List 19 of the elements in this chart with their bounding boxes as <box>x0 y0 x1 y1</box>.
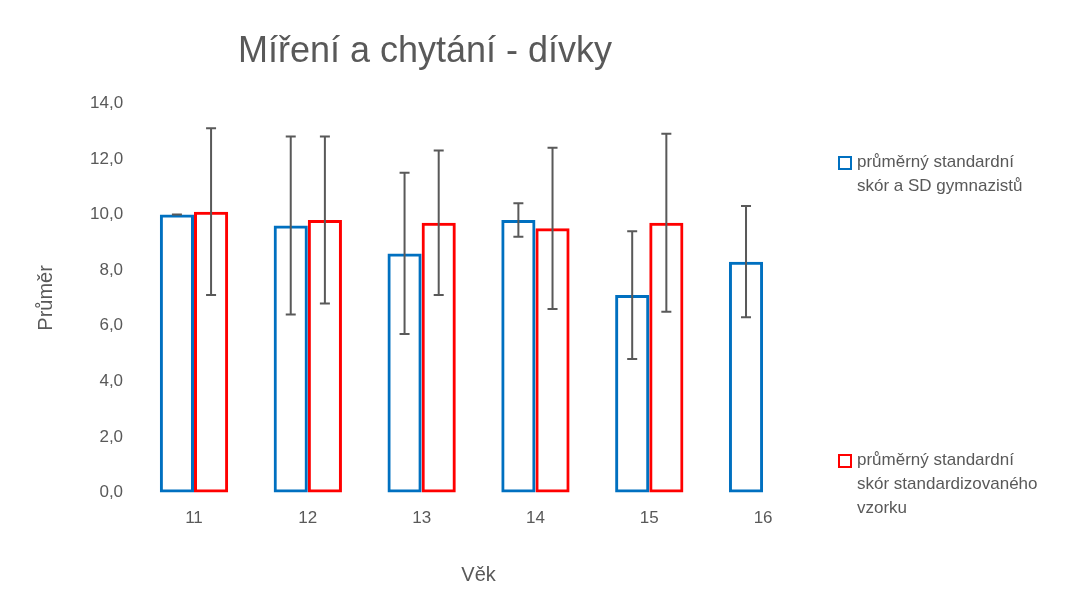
x-tick-label: 16 <box>753 508 773 528</box>
y-tick-label: 4,0 <box>99 371 124 391</box>
y-tick-label: 12,0 <box>89 148 124 168</box>
x-tick-label: 11 <box>185 508 203 528</box>
x-tick-label: 15 <box>639 508 659 528</box>
y-tick-label: 14,0 <box>89 92 124 112</box>
y-axis-title: Průměr <box>33 264 56 331</box>
chart-title: Míření a chytání - dívky <box>237 28 613 70</box>
x-tick-label: 13 <box>412 508 432 528</box>
legend-label: průměrný standardní skór a SD gymnazistů <box>857 151 1024 197</box>
legend-label: průměrný standardní skór standardizovaného vzorku <box>857 449 1038 519</box>
y-tick-label: 10,0 <box>89 204 124 224</box>
y-tick-label: 2,0 <box>99 426 124 446</box>
x-axis-title: Věk <box>461 562 497 585</box>
y-tick-label: 6,0 <box>99 315 124 335</box>
y-tick-label: 8,0 <box>99 259 124 279</box>
x-tick-label: 12 <box>298 508 318 528</box>
x-tick-label: 14 <box>525 508 545 528</box>
y-tick-label: 0,0 <box>99 482 124 502</box>
